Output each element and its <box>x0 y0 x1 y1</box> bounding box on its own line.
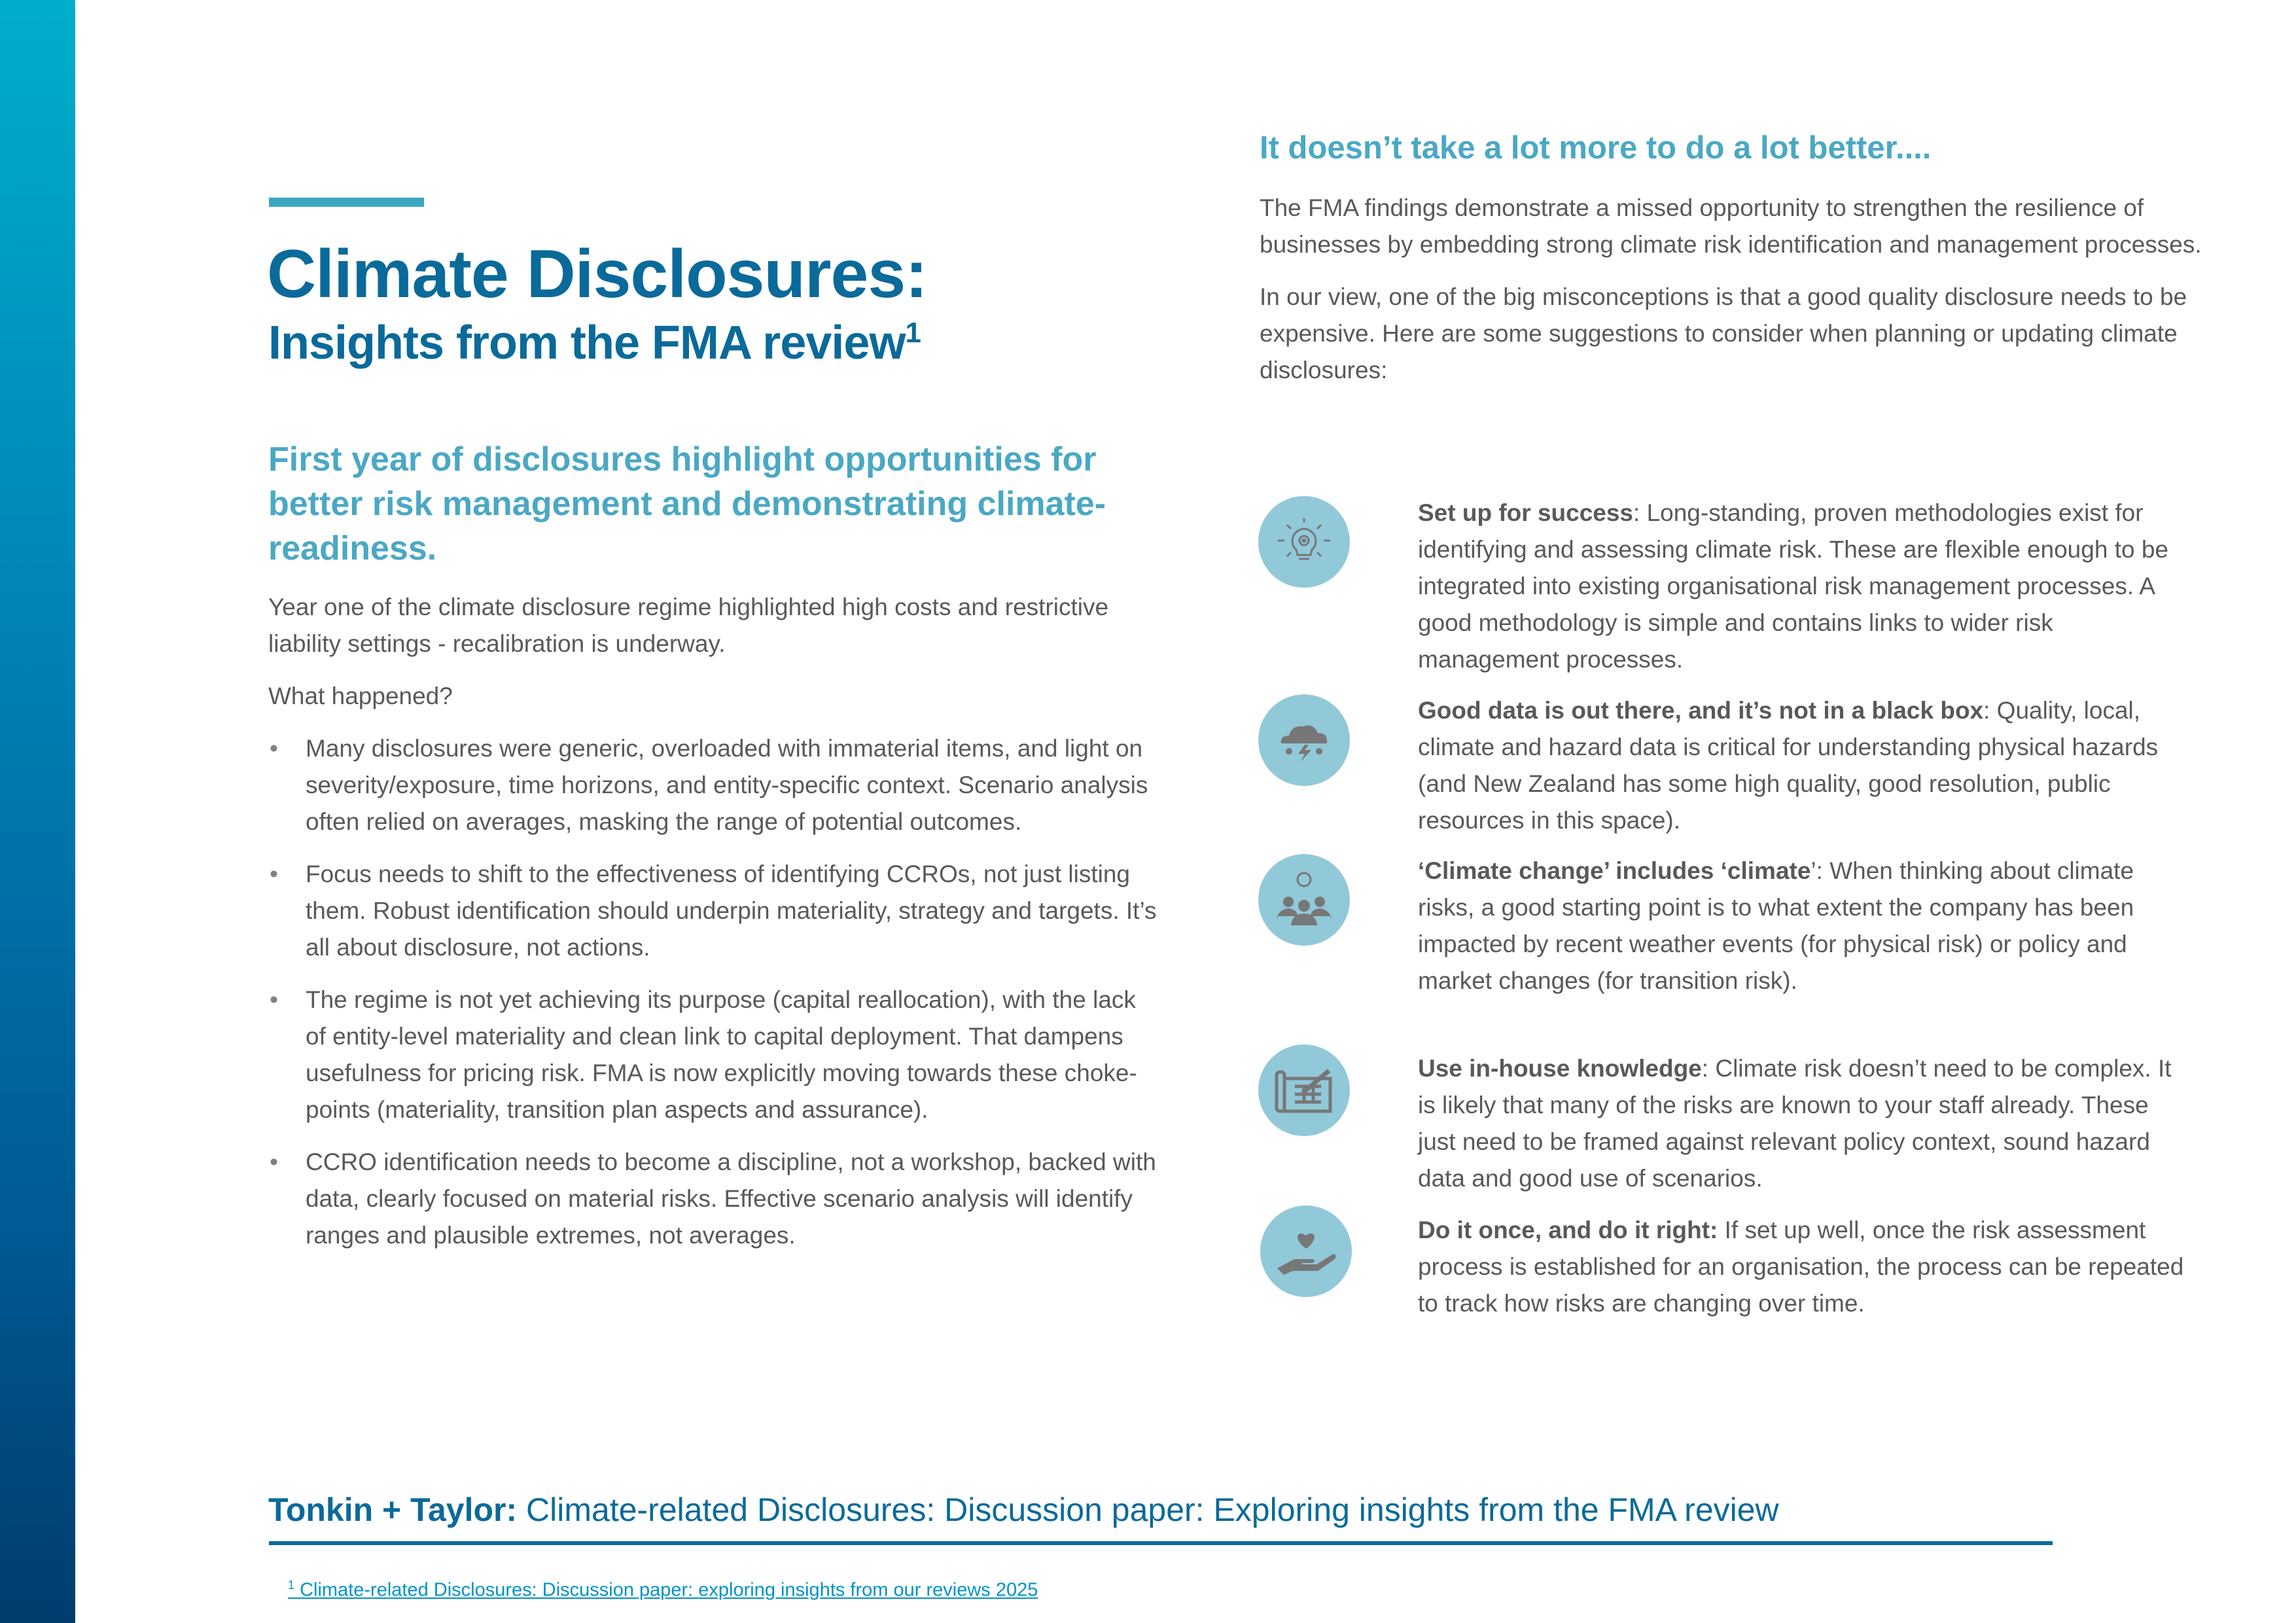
page-title: Climate Disclosures: <box>267 236 928 312</box>
subtitle-text: Insights from the FMA review <box>268 317 906 369</box>
suggestion-item: Good data is out there, and it’s not in … <box>1418 692 2190 839</box>
bullet-text: CCRO identification needs to become a di… <box>306 1149 1156 1249</box>
bullet-item: • Many disclosures were generic, overload… <box>268 730 1158 840</box>
bullet-icon: • <box>270 986 278 1013</box>
footnote-link[interactable]: 1 Climate-related Disclosures: Discussio… <box>288 1578 1038 1601</box>
item-text: : Climate risk doesn’t need to be comple… <box>1418 1055 2172 1192</box>
storm-cloud-icon <box>1258 694 1350 786</box>
intro-text: Year one of the climate disclosure regim… <box>268 594 1109 657</box>
footer-title: Tonkin + Taylor: Climate-related Disclos… <box>268 1491 1779 1529</box>
footnote-text: Climate-related Disclosures: Discussion … <box>300 1579 1038 1601</box>
bullet-icon: • <box>270 735 278 762</box>
item-title: Good data is out there, and it’s not in … <box>1418 697 1984 724</box>
bullet-item: • CCRO identification needs to become a d… <box>268 1144 1158 1254</box>
footer-divider <box>269 1541 2053 1545</box>
right-para-1: The FMA findings demonstrate a missed op… <box>1260 194 2202 258</box>
bullet-text: Many disclosures were generic, overloade… <box>306 735 1148 835</box>
title-accent-line <box>269 198 424 207</box>
footnote-mark: 1 <box>288 1578 295 1592</box>
suggestion-item: Set up for success: Long-standing, prove… <box>1418 495 2190 678</box>
bullet-text: Focus needs to shift to the effectivenes… <box>306 861 1157 961</box>
lightbulb-gear-icon <box>1258 496 1350 588</box>
item-text: : Long-standing, proven methodologies ex… <box>1418 499 2168 673</box>
item-text: If set up well, once the risk assessment… <box>1418 1217 2184 1317</box>
footer-brand: Tonkin + Taylor: <box>268 1491 518 1528</box>
item-title: ‘Climate change’ includes ‘climate <box>1418 857 1811 884</box>
side-gradient-bar <box>0 0 75 1623</box>
bullet-icon: • <box>270 861 278 887</box>
right-heading: It doesn’t take a lot more to do a lot b… <box>1260 130 1932 166</box>
lead-heading: First year of disclosures highlight oppo… <box>268 440 1106 567</box>
bullet-icon: • <box>270 1149 278 1175</box>
item-title: Use in-house knowledge <box>1418 1055 1702 1082</box>
left-body: Year one of the climate disclosure regim… <box>268 589 1158 1270</box>
page-subtitle: Insights from the FMA review1 <box>268 316 921 370</box>
suggestion-item: ‘Climate change’ includes ‘climate’: Whe… <box>1418 853 2190 999</box>
question-text: What happened? <box>268 683 453 709</box>
bullet-item: • The regime is not yet achieving its pur… <box>268 982 1158 1128</box>
right-para-2: In our view, one of the big misconceptio… <box>1260 283 2187 383</box>
suggestion-item: Use in-house knowledge: Climate risk doe… <box>1418 1050 2190 1197</box>
item-text: : Quality, local, climate and hazard dat… <box>1418 697 2159 834</box>
bullet-text: The regime is not yet achieving its purp… <box>306 986 1137 1123</box>
footer-doc-title: Climate-related Disclosures: Discussion … <box>526 1491 1779 1528</box>
item-title: Do it once, and do it right: <box>1418 1217 1718 1243</box>
item-title: Set up for success <box>1418 499 1634 526</box>
hand-heart-icon <box>1260 1205 1352 1297</box>
footnote-mark: 1 <box>905 317 921 349</box>
right-intro: The FMA findings demonstrate a missed op… <box>1260 190 2221 404</box>
bullet-list: • Many disclosures were generic, overload… <box>268 730 1158 1254</box>
blueprint-pencil-icon <box>1258 1044 1350 1136</box>
suggestion-item: Do it once, and do it right: If set up w… <box>1418 1212 2190 1322</box>
item-text: ’: When thinking about climate risks, a … <box>1418 857 2134 994</box>
bullet-item: • Focus needs to shift to the effectivene… <box>268 856 1158 966</box>
team-idea-icon <box>1258 854 1350 946</box>
